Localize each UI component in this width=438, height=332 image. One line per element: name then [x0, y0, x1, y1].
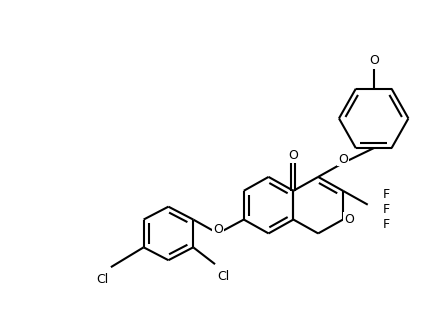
Text: F: F: [383, 188, 390, 201]
Text: O: O: [289, 149, 298, 162]
Text: F: F: [383, 218, 390, 231]
Text: O: O: [344, 213, 354, 226]
Text: Cl: Cl: [97, 273, 109, 286]
Text: O: O: [213, 223, 223, 236]
Text: O: O: [369, 54, 378, 67]
Text: Cl: Cl: [217, 270, 229, 283]
Text: F: F: [383, 203, 390, 216]
Text: O: O: [338, 153, 348, 166]
